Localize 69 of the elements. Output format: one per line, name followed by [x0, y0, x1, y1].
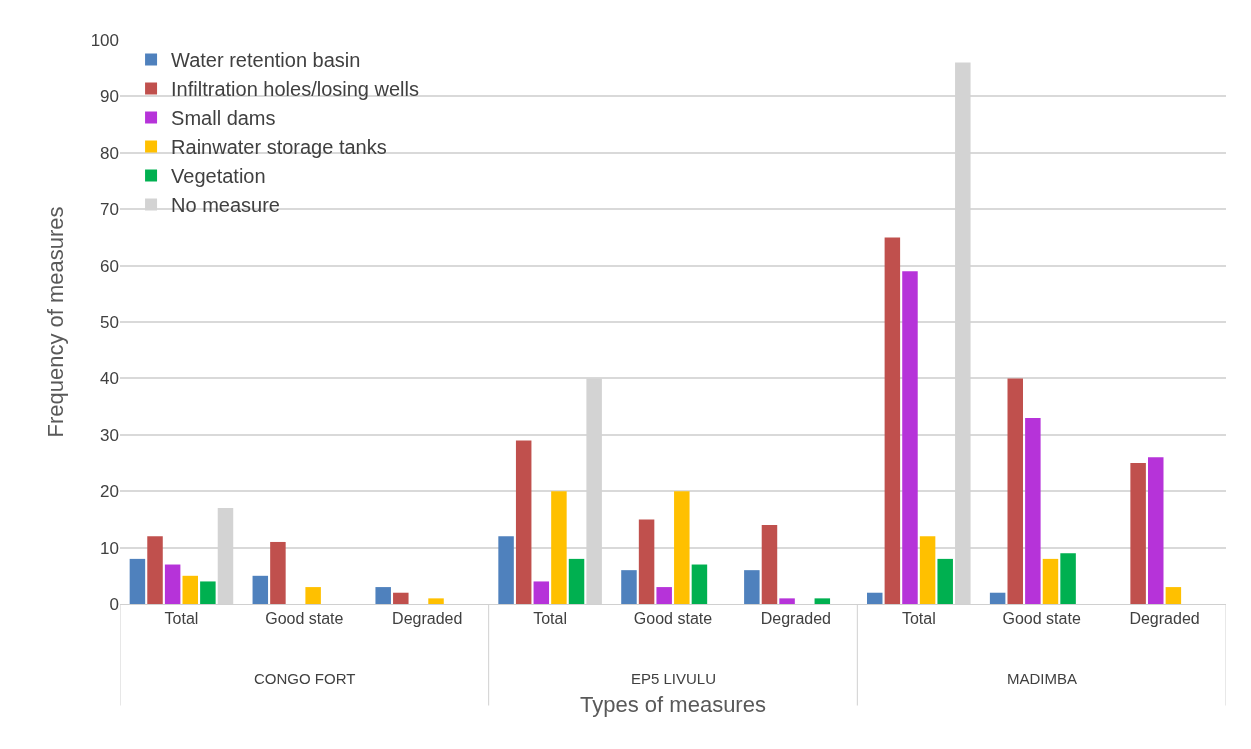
bar [568, 558, 585, 604]
x-tick-label: Good state [633, 610, 713, 628]
bar [866, 592, 883, 604]
bar [674, 491, 690, 604]
bar [919, 536, 936, 604]
bar [1148, 457, 1164, 604]
legend-label: Infiltration holes/losing wells [171, 78, 419, 101]
bar [533, 581, 550, 604]
bar [744, 570, 760, 604]
y-axis-title: Frequency of measures [43, 206, 69, 438]
bar [147, 536, 163, 604]
bar [902, 271, 918, 604]
bar [375, 587, 391, 604]
legend-label: Water retention basin [171, 49, 361, 72]
y-tick-label: 50 [100, 312, 119, 332]
text: CONGO FORT [254, 670, 356, 687]
bar [515, 440, 532, 604]
legend-label: Rainwater storage tanks [171, 136, 387, 159]
bar [428, 598, 444, 604]
x-tick-label: Degraded [760, 610, 832, 628]
y-tick-label: 10 [100, 538, 119, 558]
y-tick-label: 30 [100, 425, 119, 445]
y-tick-label: 0 [109, 594, 119, 614]
bar [1007, 378, 1023, 604]
x-axis-title: Types of measures [580, 692, 766, 718]
x-tick-label: Total [533, 610, 568, 628]
legend-label: Small dams [171, 107, 276, 130]
bar [884, 237, 901, 604]
y-tick-label: 60 [100, 256, 119, 276]
bar [1165, 587, 1182, 604]
bar [656, 587, 672, 604]
x-tick-label: Total [901, 610, 936, 628]
bar [1130, 463, 1146, 604]
y-tick-label: 80 [100, 143, 119, 163]
text: MADIMBA [1007, 670, 1078, 687]
bar [1060, 553, 1076, 604]
bar [498, 536, 514, 604]
y-tick-label: 70 [100, 200, 119, 220]
bar [621, 570, 637, 604]
legend-label: No measure [171, 194, 280, 217]
bar [551, 491, 567, 604]
y-tick-label: 100 [90, 30, 119, 50]
y-tick-label: 90 [100, 87, 119, 107]
bar [691, 564, 708, 604]
bar [1042, 558, 1059, 604]
x-tick-label: Total [164, 610, 199, 628]
x-tick-label: Degraded [392, 610, 463, 628]
x-tick-label: Degraded [1129, 610, 1200, 628]
bar [814, 598, 831, 604]
bar [252, 575, 269, 604]
legend-label: Vegetation [171, 165, 266, 188]
bar [200, 581, 216, 604]
text: EP5 LIVULU [631, 670, 717, 687]
y-tick-label: 20 [100, 482, 119, 502]
y-tick-label: 40 [100, 369, 119, 389]
bar [937, 558, 953, 604]
bar [1025, 417, 1041, 604]
bar [989, 592, 1006, 604]
bar [182, 575, 198, 604]
bar [779, 598, 795, 604]
x-tick-label: Good state [265, 610, 344, 628]
bar [164, 564, 181, 604]
bar [270, 541, 286, 604]
bar [129, 558, 146, 604]
bar [305, 587, 321, 604]
bar [393, 592, 409, 604]
bar [761, 525, 778, 604]
x-tick-label: Good state [1002, 610, 1081, 628]
bar [638, 519, 655, 604]
